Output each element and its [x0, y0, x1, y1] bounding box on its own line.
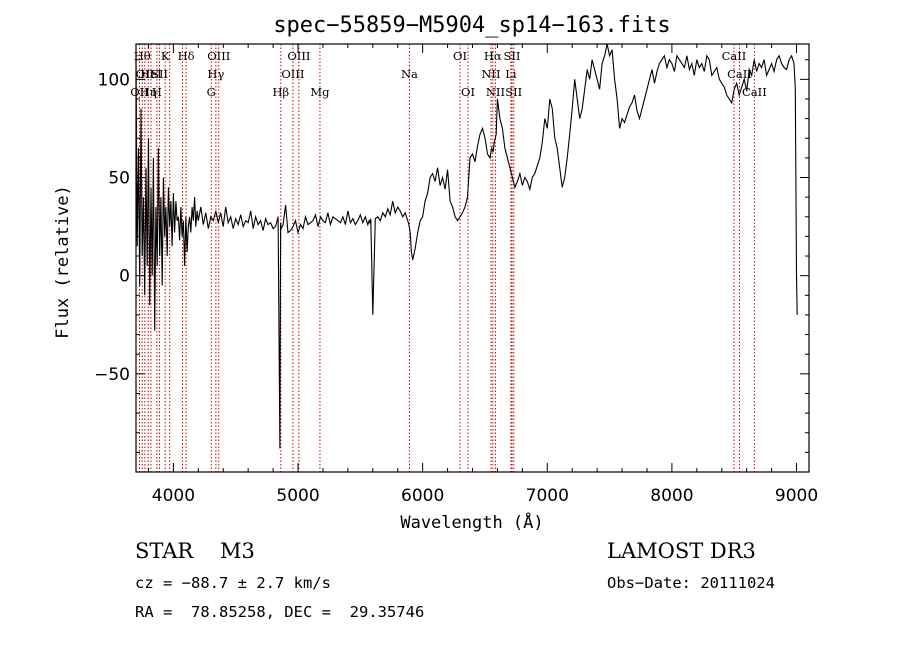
x-tick-label: 7000 — [526, 486, 569, 506]
survey-name: LAMOST DR3 — [607, 539, 756, 563]
line-label: Hβ — [272, 85, 289, 99]
object-subclass: M3 — [219, 539, 255, 563]
line-label: G — [207, 85, 216, 99]
spectrum-line — [135, 43, 798, 449]
line-label: SII — [504, 49, 521, 63]
y-axis-label: Flux (relative) — [53, 185, 73, 339]
line-label: Mg — [310, 85, 330, 99]
x-tick-label: 4000 — [152, 486, 195, 506]
line-label: CaII — [727, 67, 752, 81]
line-label: Hα — [484, 49, 502, 63]
ra-dec: RA = 78.85258, DEC = 29.35746 — [135, 603, 425, 621]
y-tick-label: −50 — [94, 365, 130, 385]
spectrum-chart: spec−55859−M5904_sp14−163.fits OIIHθOIIH… — [53, 13, 818, 533]
line-label: Li — [505, 67, 517, 81]
y-tick-label: 0 — [119, 267, 130, 287]
emission-line-markers — [138, 44, 755, 472]
line-label: CaII — [722, 49, 747, 63]
line-label: Na — [401, 67, 418, 81]
x-tick-label: 6000 — [401, 486, 444, 506]
line-label: SII — [505, 85, 522, 99]
x-axis-label: Wavelength (Å) — [400, 511, 543, 533]
line-label: OI — [461, 85, 475, 99]
object-class: STAR M3 — [135, 539, 255, 563]
line-label: HeI — [140, 67, 161, 81]
redshift-cz: cz = −88.7 ± 2.7 km/s — [135, 574, 331, 592]
line-label: OII — [130, 85, 149, 99]
y-axis: −50 0 50 100 — [94, 59, 809, 453]
line-label: OI — [453, 49, 467, 63]
line-label: Hγ — [207, 67, 224, 81]
line-label: OIII — [281, 67, 304, 81]
line-label: K — [161, 49, 170, 63]
line-label: Hη — [140, 85, 157, 99]
object-class-text: STAR — [135, 539, 194, 563]
line-label: CaII — [742, 85, 767, 99]
x-tick-label: 8000 — [650, 486, 693, 506]
chart-title: spec−55859−M5904_sp14−163.fits — [273, 13, 670, 38]
line-label: OII — [136, 67, 155, 81]
x-tick-label: 9000 — [775, 486, 818, 506]
line-label: OIII — [207, 49, 230, 63]
x-tick-label: 5000 — [276, 486, 319, 506]
plot-frame — [135, 43, 810, 473]
y-tick-label: 50 — [108, 169, 130, 189]
line-label: OIII — [287, 49, 310, 63]
line-label: NII — [486, 85, 505, 99]
line-label: H — [152, 85, 162, 99]
line-label: Hδ — [178, 49, 195, 63]
line-label: NII — [481, 67, 500, 81]
observation-date: Obs−Date: 20111024 — [607, 574, 775, 592]
x-axis: 4000 5000 6000 7000 8000 9000 — [147, 44, 818, 506]
y-tick-label: 100 — [98, 70, 130, 90]
line-label: SII — [151, 67, 168, 81]
